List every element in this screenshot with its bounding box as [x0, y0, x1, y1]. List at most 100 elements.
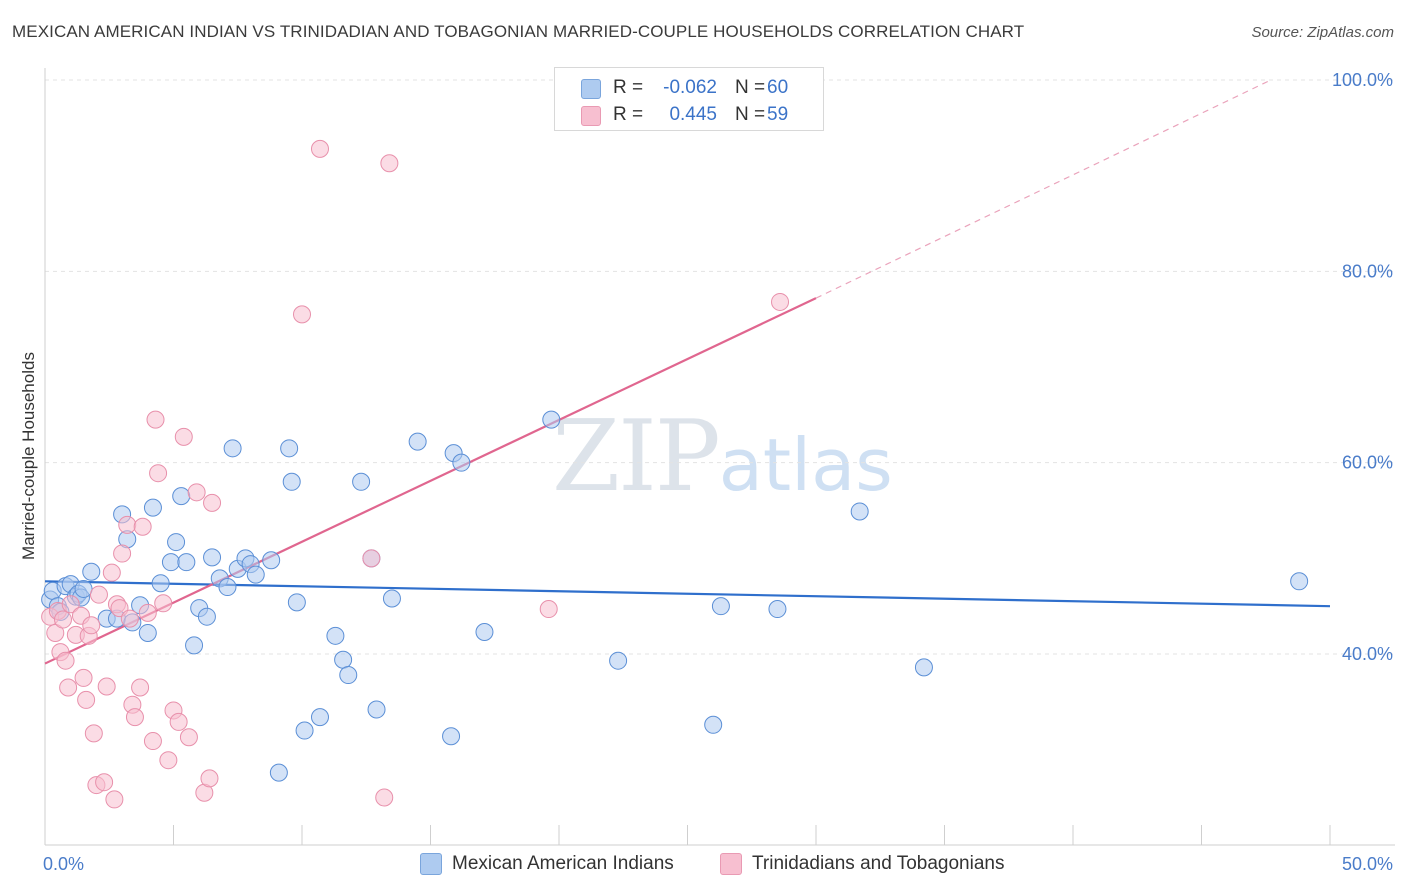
data-point — [185, 636, 204, 655]
data-point — [218, 578, 237, 597]
y-tick-label: 60.0% — [1342, 453, 1393, 473]
data-point — [203, 493, 222, 512]
data-point — [539, 600, 558, 619]
data-point — [442, 727, 461, 746]
data-point — [287, 593, 306, 612]
data-point — [334, 650, 353, 669]
legend-r-value: -0.062 — [663, 77, 717, 98]
data-point — [339, 666, 358, 685]
data-point — [97, 677, 116, 696]
data-point — [380, 154, 399, 173]
data-point — [771, 292, 790, 311]
data-points — [41, 139, 1309, 809]
chart-title: MEXICAN AMERICAN INDIAN VS TRINIDADIAN A… — [12, 22, 1025, 41]
data-point — [74, 668, 93, 687]
legend-r-label: R = — [613, 104, 644, 125]
data-point — [187, 483, 206, 502]
data-point — [61, 595, 80, 614]
data-point — [310, 708, 329, 727]
data-point — [352, 472, 371, 491]
legend-r-value: 0.445 — [669, 104, 717, 125]
data-point — [161, 553, 180, 572]
data-point — [262, 551, 281, 570]
data-point — [326, 626, 345, 645]
data-point — [138, 623, 157, 642]
data-point — [143, 732, 162, 751]
data-point — [84, 724, 103, 743]
data-point — [282, 472, 301, 491]
watermark-atlas: atlas — [718, 423, 893, 507]
watermark-zip: ZIP — [552, 400, 721, 514]
data-point — [293, 305, 311, 324]
data-point — [102, 563, 121, 582]
legend-swatch-blue — [420, 853, 442, 875]
data-point — [167, 533, 186, 552]
data-point — [169, 712, 188, 731]
legend-n-value: 59 — [767, 104, 789, 125]
series-mexican-american-indians — [41, 410, 1309, 782]
data-point — [105, 790, 124, 809]
data-point — [375, 788, 394, 807]
data-point — [452, 453, 471, 472]
data-point — [475, 622, 494, 641]
data-point — [131, 678, 150, 697]
data-point — [711, 597, 730, 616]
data-point — [362, 549, 381, 568]
data-point — [74, 579, 93, 598]
data-point — [125, 708, 144, 727]
data-point — [56, 651, 75, 670]
data-point — [408, 432, 427, 451]
data-point — [149, 464, 168, 483]
y-axis-label: Married-couple Households — [19, 352, 38, 560]
data-point — [295, 721, 314, 740]
data-point — [77, 690, 96, 709]
data-point — [172, 487, 191, 506]
data-point — [704, 715, 723, 734]
y-tick-label: 80.0% — [1342, 261, 1393, 281]
trend-line-blue — [44, 580, 1331, 608]
stats-legend: R = -0.062 N = 60 R = 0.445 N = 59 — [554, 67, 824, 131]
trend-lines — [44, 79, 1331, 665]
legend-n-label: N = — [735, 104, 766, 125]
data-point — [95, 773, 114, 792]
data-point — [146, 410, 165, 429]
data-point — [850, 502, 869, 521]
data-point — [174, 427, 193, 446]
data-point — [118, 515, 137, 534]
tick-labels: 40.0% 60.0% 80.0% 100.0% 0.0% 50.0% — [43, 70, 1393, 874]
y-tick-label: 40.0% — [1342, 644, 1393, 664]
data-point — [53, 610, 72, 629]
data-point — [138, 603, 157, 622]
data-point — [609, 651, 628, 670]
data-point — [120, 609, 139, 628]
legend-n-label: N = — [735, 77, 766, 98]
data-point — [1290, 572, 1309, 591]
axes — [44, 68, 1395, 846]
legend-swatch-blue — [581, 79, 601, 99]
data-point — [151, 574, 170, 593]
x-tick-label: 0.0% — [43, 854, 84, 874]
data-point — [143, 498, 162, 517]
data-point — [154, 594, 173, 613]
data-point — [179, 728, 198, 747]
legend-r-label: R = — [613, 77, 644, 98]
data-point — [197, 607, 216, 626]
legend-label: Mexican American Indians — [452, 853, 674, 874]
data-point — [46, 623, 65, 642]
data-point — [82, 616, 101, 635]
series-trinidadians-and-tobagonians — [41, 139, 790, 809]
legend-swatch-pink — [720, 853, 742, 875]
legend-n-value: 60 — [767, 77, 789, 98]
data-point — [59, 678, 78, 697]
data-point — [82, 562, 101, 581]
data-point — [159, 751, 178, 770]
data-point — [542, 410, 561, 429]
data-point — [177, 553, 196, 572]
watermark: ZIPatlas — [552, 400, 893, 514]
data-point — [310, 139, 329, 158]
data-point — [246, 565, 265, 584]
data-point — [280, 439, 299, 458]
trend-line-pink — [44, 297, 817, 665]
legend-label: Trinidadians and Tobagonians — [752, 853, 1005, 874]
